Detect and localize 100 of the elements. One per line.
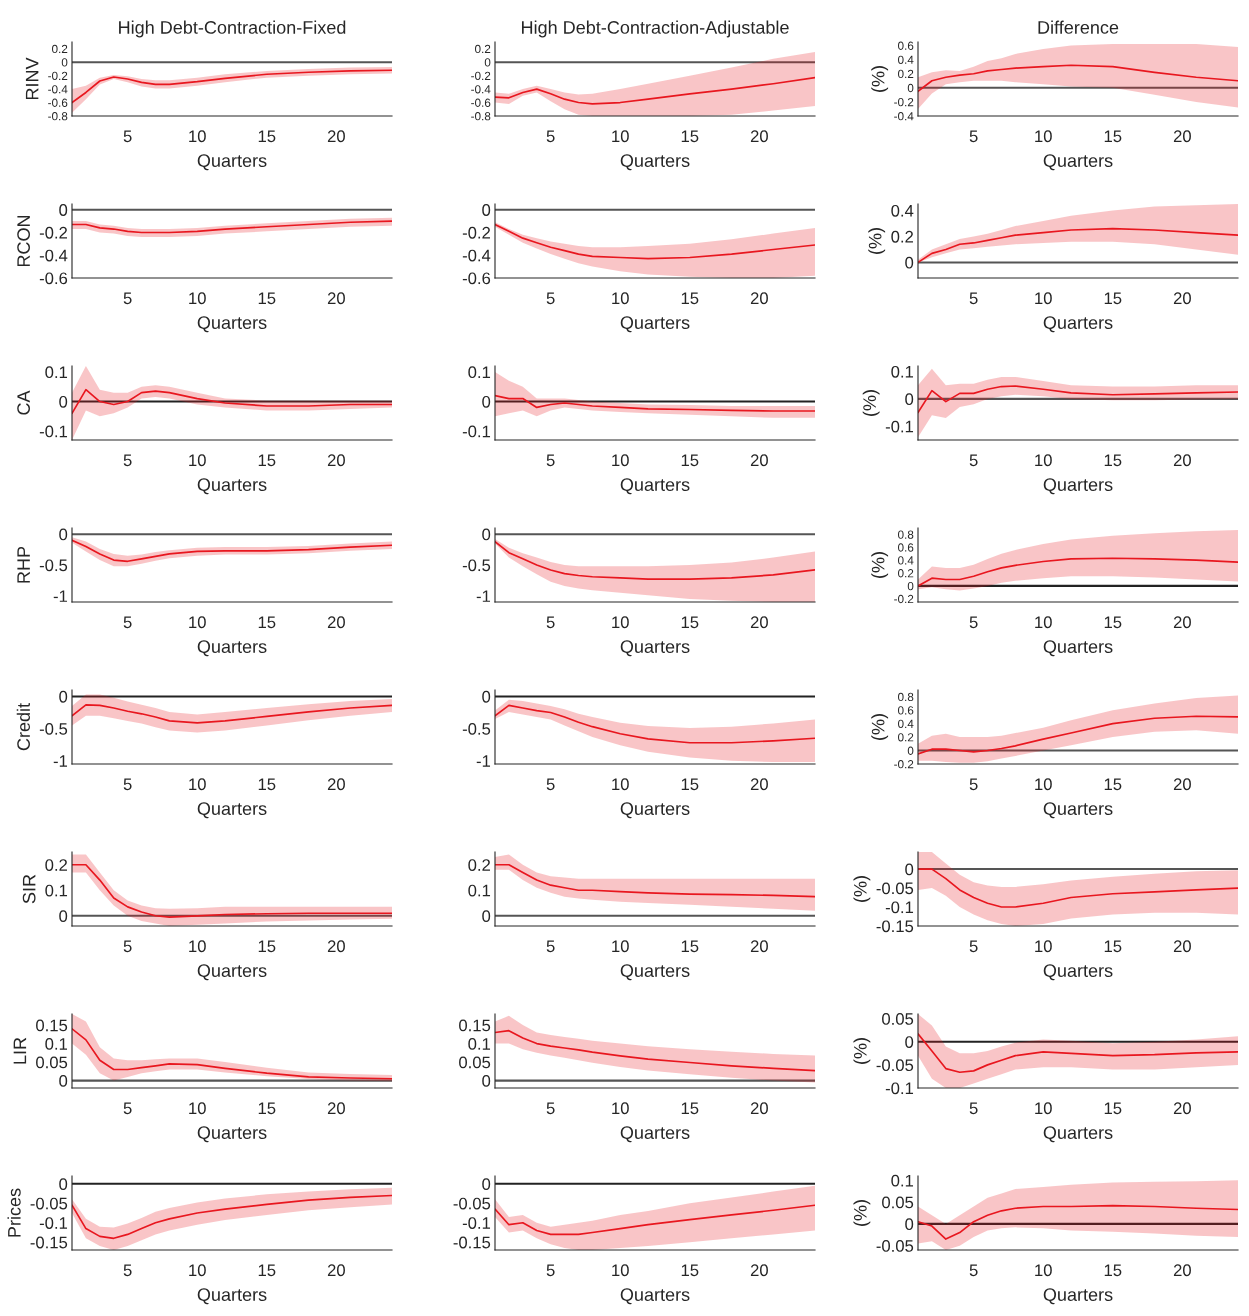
x-tick-label: 15	[681, 940, 699, 953]
x-axis-title: Quarters	[1043, 640, 1113, 657]
y-tick-label: 0.1	[468, 1038, 491, 1050]
y-axis-title: (%)	[853, 876, 871, 902]
x-tick-label: 10	[1035, 616, 1052, 629]
y-tick-label: 0.4	[898, 55, 914, 64]
line-series	[918, 868, 1238, 908]
y-tick-label: 0.05	[36, 1056, 68, 1069]
x-tick-label: 15	[1104, 454, 1122, 467]
y-tick-label: 0.1	[468, 366, 491, 379]
line-series	[72, 703, 392, 724]
x-tick-label: 10	[1035, 1264, 1052, 1277]
x-axis-title: Quarters	[620, 964, 690, 981]
x-tick-label: 20	[1173, 1102, 1191, 1115]
y-tick-label: -0.2	[894, 97, 914, 107]
x-axis-title: Quarters	[197, 964, 267, 981]
x-tick-label: 5	[546, 130, 555, 143]
line-series	[495, 863, 815, 898]
x-axis-title: Quarters	[620, 802, 690, 819]
x-tick-label: 15	[1104, 616, 1122, 629]
y-tick-label: -0.05	[453, 1197, 491, 1210]
y-tick-label: -0.4	[894, 112, 914, 121]
y-tick-label: 0	[59, 395, 68, 408]
y-tick-label: 0	[482, 204, 491, 216]
x-tick-label: 20	[327, 1102, 345, 1115]
y-tick-label: -0.2	[894, 594, 914, 604]
x-tick-label: 10	[612, 454, 629, 467]
x-tick-label: 5	[969, 778, 978, 791]
y-tick-label: -0.05	[876, 882, 914, 895]
y-tick-label: 0.1	[891, 365, 914, 378]
y-tick-label: 0	[59, 204, 68, 216]
y-tick-label: 0.6	[898, 543, 914, 552]
x-tick-label: 10	[189, 130, 206, 143]
y-tick-label: -1	[476, 590, 491, 602]
y-tick-label: 0.8	[898, 692, 914, 702]
x-tick-label: 5	[546, 940, 555, 953]
y-tick-label: 0	[59, 1178, 68, 1190]
x-tick-label: 10	[189, 616, 206, 629]
x-tick-label: 20	[1173, 292, 1191, 305]
y-axis-title: RHP	[17, 546, 30, 583]
y-tick-label: 0.1	[891, 1174, 914, 1187]
y-tick-label: -0.5	[39, 559, 68, 572]
line-series	[918, 385, 1238, 414]
x-tick-label: 20	[1173, 130, 1191, 143]
x-tick-label: 10	[189, 1102, 206, 1115]
y-tick-label: -1	[53, 755, 68, 767]
y-tick-label: -0.4	[462, 249, 491, 262]
y-tick-label: 0.6	[898, 706, 914, 715]
y-tick-label: 0.1	[45, 366, 68, 379]
y-tick-label: -0.2	[471, 71, 491, 80]
x-tick-label: 20	[750, 616, 768, 629]
y-axis-title: (%)	[871, 66, 889, 92]
y-tick-label: 0	[61, 58, 68, 67]
x-tick-label: 10	[1035, 130, 1052, 143]
x-tick-label: 10	[612, 130, 629, 143]
x-tick-label: 5	[969, 130, 978, 143]
y-tick-label: -0.4	[471, 85, 491, 94]
line-series	[918, 715, 1238, 755]
y-tick-label: 0	[482, 528, 491, 541]
x-tick-label: 5	[123, 1264, 132, 1277]
x-tick-label: 15	[1104, 778, 1122, 791]
x-tick-label: 20	[1173, 940, 1191, 953]
x-tick-label: 20	[327, 616, 345, 629]
y-axis-title: Credit	[16, 703, 30, 751]
y-tick-label: 0.05	[459, 1056, 491, 1069]
x-tick-label: 15	[681, 778, 699, 791]
y-tick-label: 0	[905, 393, 914, 406]
y-tick-label: 0.05	[882, 1196, 914, 1209]
y-tick-label: 0	[59, 1075, 68, 1087]
line-series	[918, 557, 1238, 587]
x-axis-title: Quarters	[197, 640, 267, 657]
line-series	[72, 388, 392, 415]
y-tick-label: -0.1	[39, 1217, 68, 1229]
chart-title: Difference	[1038, 20, 1119, 34]
x-tick-label: 5	[969, 940, 978, 953]
x-tick-label: 5	[546, 1264, 555, 1277]
x-tick-label: 15	[1104, 292, 1122, 305]
line-series	[918, 1204, 1238, 1240]
x-axis-title: Quarters	[197, 1126, 267, 1143]
x-tick-label: 20	[750, 778, 768, 791]
line-series	[72, 1194, 392, 1240]
y-tick-label: 0	[907, 746, 914, 755]
y-tick-label: 0	[59, 528, 68, 541]
y-tick-label: -0.1	[885, 420, 914, 433]
x-axis-title: Quarters	[620, 316, 690, 333]
y-tick-label: 0.05	[882, 1013, 914, 1025]
line-series	[72, 69, 392, 104]
x-tick-label: 15	[681, 1102, 699, 1115]
y-tick-label: -0.4	[48, 85, 68, 94]
x-tick-label: 15	[258, 130, 276, 143]
x-axis-title: Quarters	[197, 316, 267, 333]
x-tick-label: 5	[123, 778, 132, 791]
x-tick-label: 20	[750, 1264, 768, 1277]
x-tick-label: 10	[189, 1264, 206, 1277]
y-tick-label: 0	[59, 690, 68, 703]
x-axis-title: Quarters	[1043, 964, 1113, 981]
x-tick-label: 10	[612, 616, 629, 629]
x-tick-label: 15	[681, 292, 699, 305]
y-tick-label: 0.2	[898, 69, 914, 79]
y-tick-label: 0	[907, 83, 914, 93]
